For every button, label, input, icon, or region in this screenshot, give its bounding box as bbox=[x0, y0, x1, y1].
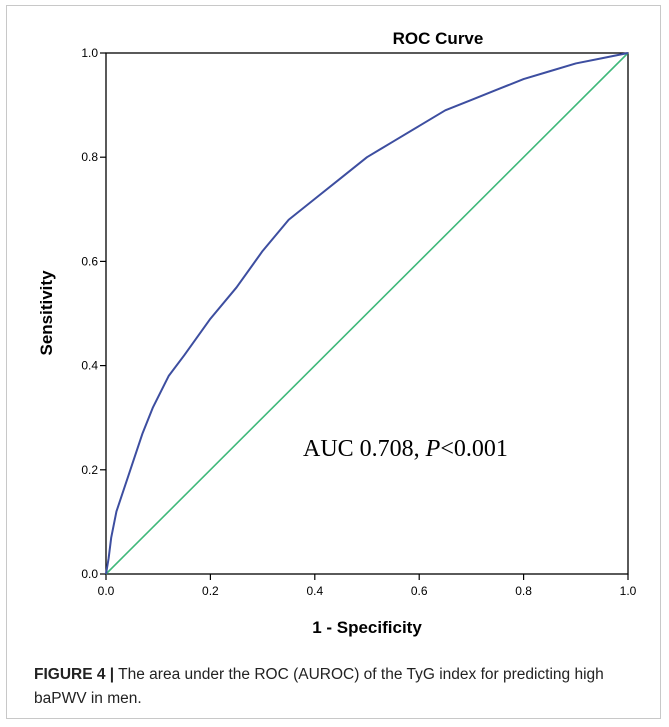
plot-area bbox=[105, 52, 629, 575]
y-tick-label: 0.6 bbox=[81, 254, 98, 268]
figure-caption: FIGURE 4 | The area under the ROC (AUROC… bbox=[34, 663, 644, 711]
y-axis-label: Sensitivity bbox=[37, 270, 56, 356]
x-tick-label: 1.0 bbox=[620, 584, 637, 598]
y-tick-label: 0.8 bbox=[81, 150, 98, 164]
auc-prefix: AUC 0.708, bbox=[303, 436, 426, 462]
caption-label: FIGURE 4 | bbox=[34, 666, 115, 683]
x-tick-label: 0.4 bbox=[306, 584, 323, 598]
series-layer bbox=[105, 52, 629, 575]
p-symbol: P bbox=[425, 436, 441, 462]
x-tick-label: 0.2 bbox=[202, 584, 219, 598]
y-tick-label: 0.0 bbox=[81, 567, 98, 581]
roc-chart: ROC Curve 0.00.20.40.60.81.0 0.0 0.2 0.4 0.… bbox=[37, 29, 637, 637]
chart-title: ROC Curve bbox=[393, 29, 484, 48]
x-tick-label: 0.6 bbox=[411, 584, 428, 598]
x-axis-ticks: 0.0 0.2 0.4 0.6 0.8 1.0 bbox=[98, 574, 637, 598]
figure-frame bbox=[6, 5, 661, 719]
y-axis-ticks: 0.0 0.2 0.4 0.6 0.8 1.0 bbox=[81, 46, 106, 581]
y-tick-label: 1.0 bbox=[81, 46, 98, 60]
x-axis-label: 1 - Specificity bbox=[312, 618, 422, 637]
reference-diagonal-line bbox=[105, 52, 629, 575]
y-tick-label: 0.2 bbox=[81, 463, 98, 477]
x-tick-label: 0.8 bbox=[515, 584, 532, 598]
p-value: <0.001 bbox=[440, 436, 508, 462]
roc-curve-line bbox=[105, 52, 629, 575]
x-tick-label: 0.0 bbox=[98, 584, 115, 598]
y-tick-label: 0.4 bbox=[81, 359, 98, 373]
caption-text: The area under the ROC (AUROC) of the Ty… bbox=[34, 666, 604, 707]
auc-annotation: AUC 0.708, P<0.001 bbox=[303, 436, 508, 462]
